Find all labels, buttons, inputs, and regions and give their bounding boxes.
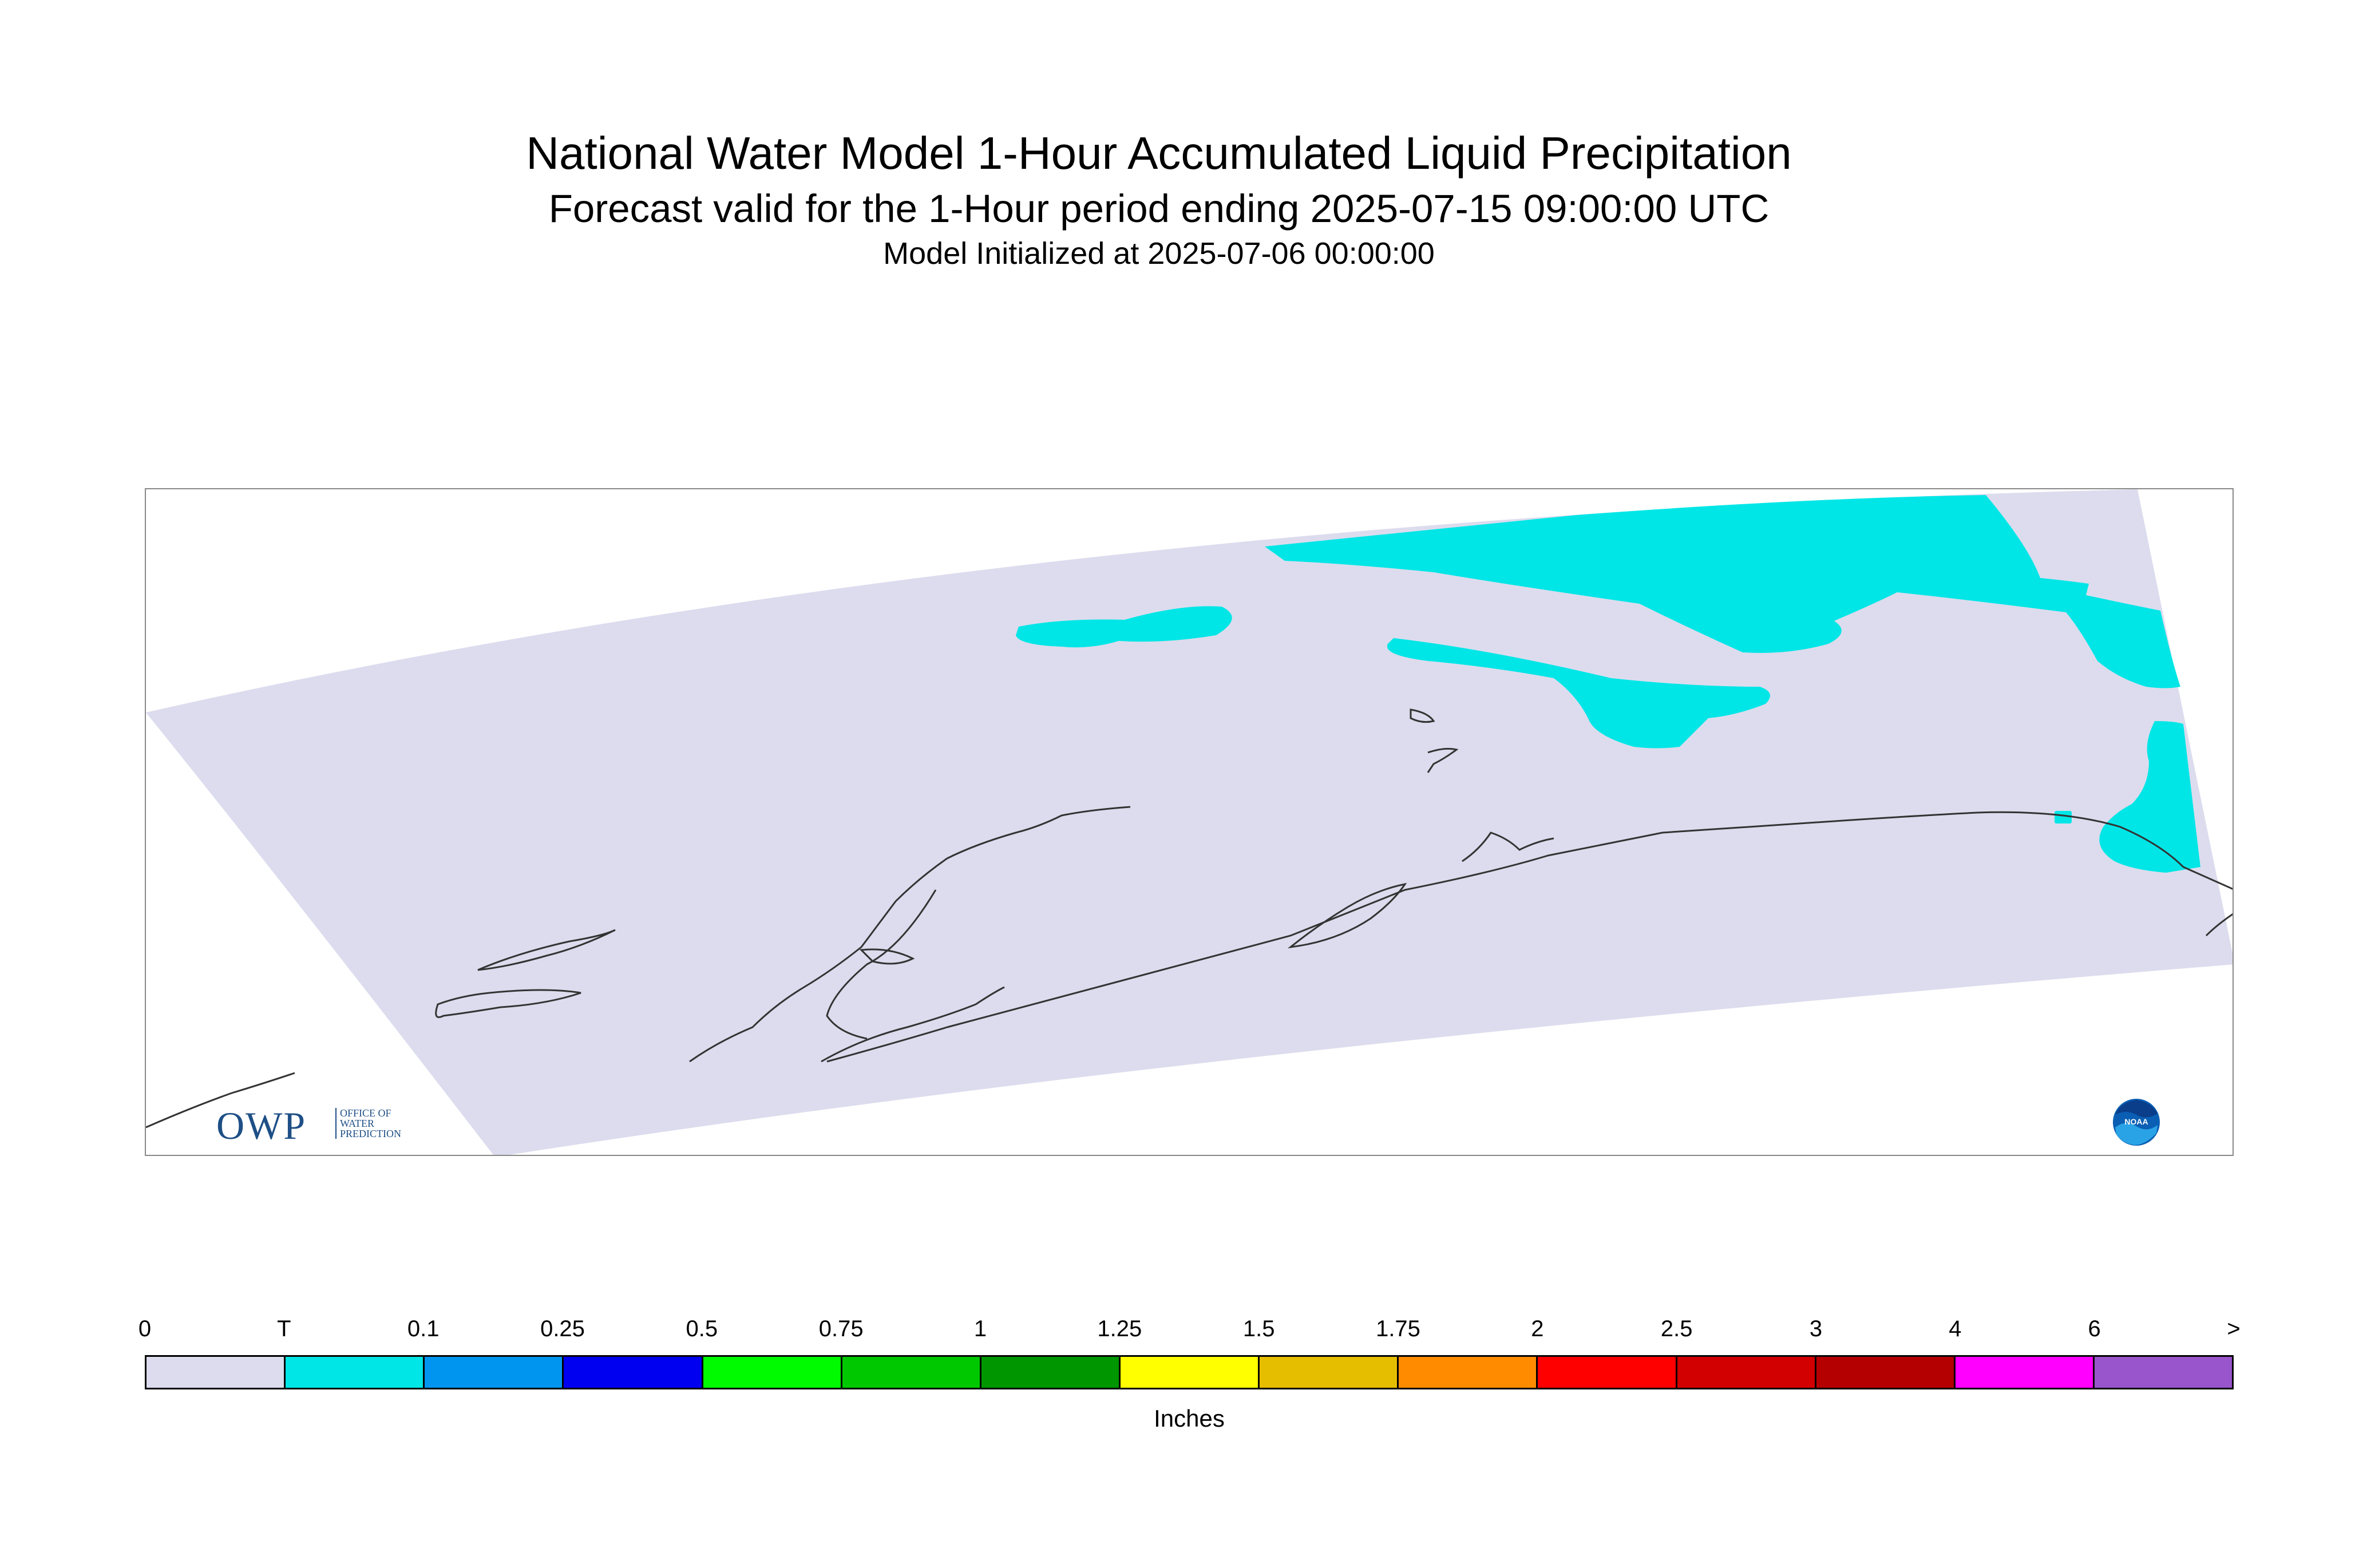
legend-tick-label: 0.5 [686,1316,718,1341]
legend-swatch [1816,1357,1956,1388]
legend-swatch [842,1357,981,1388]
owp-logo: OWP OFFICE OF WATER PREDICTION [216,1103,428,1149]
legend-tick-label: 2 [1531,1316,1544,1341]
precip-area-east [2099,721,2200,873]
coastlines [146,708,2232,1129]
legend-tick-label: 3 [1809,1316,1823,1341]
legend-swatch [425,1357,564,1388]
legend-swatch [1260,1357,1399,1388]
legend-tick-label: 0.75 [818,1316,864,1341]
coastline-inlet [826,889,937,1040]
owp-letters: OWP [216,1104,307,1147]
coastline-islands-chain [821,986,1005,1063]
legend-tick-label: > [2227,1316,2241,1341]
coastline-fjords [1462,831,1554,862]
legend-units-label: Inches [1154,1405,1225,1432]
legend-swatch [1399,1357,1538,1388]
owp-line1: OFFICE OF [340,1107,391,1119]
legend-swatch [286,1357,425,1388]
legend-colorbar [145,1355,2234,1389]
precip-area-north [1265,495,2180,688]
coastline-southwest [146,1072,295,1129]
legend-swatch [1955,1357,2095,1388]
owp-line2: WATER [340,1118,374,1129]
coastline-mainland-north [689,806,1131,1063]
coastline-island-west [477,929,616,971]
coastline-island-north [1427,747,1459,773]
legend-swatch [1538,1357,1677,1388]
model-domain [146,489,2232,1155]
precip-area-spot [2055,811,2072,823]
owp-subtitle: OFFICE OF WATER PREDICTION [335,1108,401,1139]
coastline-southeast [1977,811,2232,890]
forecast-valid-subtitle: Forecast valid for the 1-Hour period end… [548,187,1770,231]
legend-swatch [564,1357,703,1388]
coastline-bay [435,989,581,1018]
legend-tick-label: 4 [1949,1316,1962,1341]
legend-tick-label: 1 [973,1316,987,1341]
legend-swatch [2094,1357,2232,1388]
legend-tick-label: T [277,1316,291,1341]
precip-legend: 0 T 0.1 0.25 0.5 0.75 1 1.25 1.5 1.75 2 2.5 3 4 6 > Inc… [138,1316,2241,1442]
legend-tick-label: 0.1 [407,1316,440,1341]
coastline-island [859,948,915,965]
model-init-label: Model Initialized at 2025-07-06 00:00:00 [883,236,1435,271]
coastline-far-east [2205,913,2232,937]
map-panel [145,488,2234,1156]
coastline-alaska-peninsula [826,811,1978,1063]
noaa-logo-text: NOAA [2124,1117,2148,1126]
legend-swatch [1677,1357,1816,1388]
legend-swatch [703,1357,842,1388]
legend-swatch [1120,1357,1260,1388]
coastline-arm [1287,882,1407,949]
precip-areas [1016,495,2200,873]
legend-tick-label: 0.25 [540,1316,585,1341]
legend-tick-label: 2.5 [1660,1316,1693,1341]
legend-tick-label: 1.5 [1242,1316,1275,1341]
noaa-logo: NOAA [2113,1099,2160,1146]
precip-map [146,489,2232,1155]
legend-tick-label: 1.75 [1376,1316,1420,1341]
legend-tick-label: 0 [138,1316,152,1341]
precip-area-central [1387,638,1770,749]
precip-area-west [1016,606,1232,648]
legend-tick-label: 1.25 [1097,1316,1142,1341]
legend-swatch [147,1357,286,1388]
owp-line3: PREDICTION [340,1128,401,1139]
map-title: National Water Model 1-Hour Accumulated … [526,128,1792,179]
legend-tick-label: 6 [2088,1316,2101,1341]
coastline-island-small [1410,708,1435,723]
legend-swatch [981,1357,1121,1388]
